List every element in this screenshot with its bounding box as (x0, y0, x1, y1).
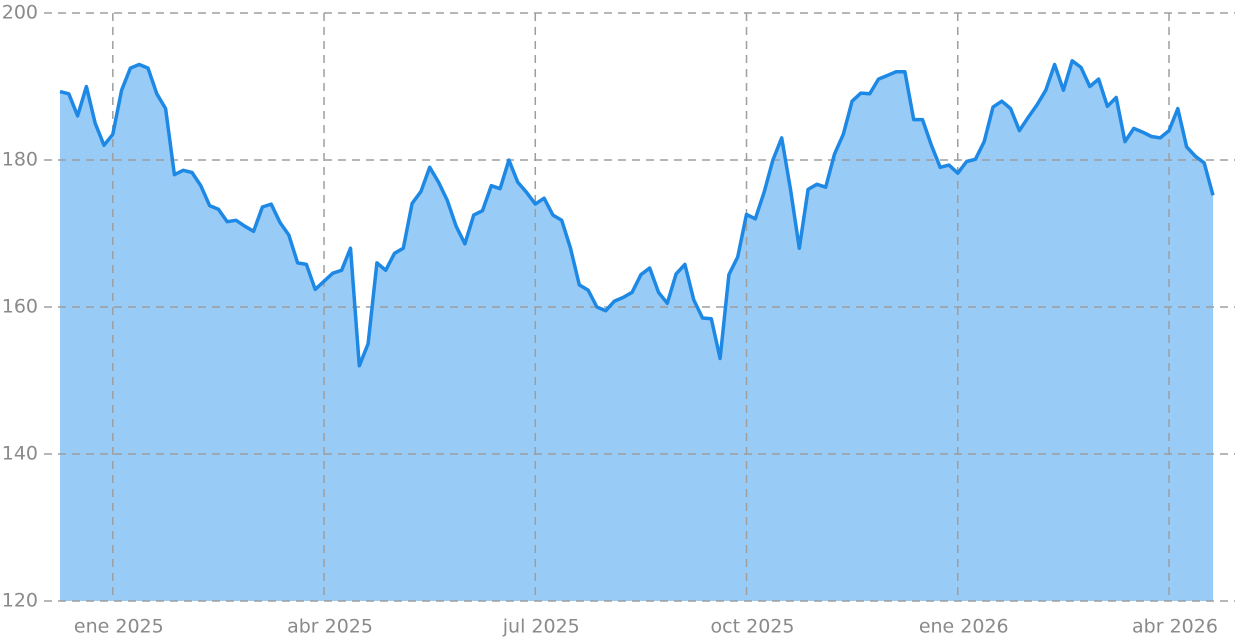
x-tick-label: ene 2026 (919, 616, 1009, 638)
x-tick-label: abr 2026 (1132, 616, 1218, 638)
x-tick-label: ene 2025 (74, 616, 164, 638)
price-line (59, 59, 1215, 368)
y-tick-label: 200 (2, 2, 38, 24)
y-tick-label: 140 (2, 443, 38, 465)
y-tick-label: 120 (2, 590, 38, 612)
y-tick-label: 160 (2, 296, 38, 318)
x-tick-label: abr 2025 (287, 616, 373, 638)
y-tick-label: 180 (2, 149, 38, 171)
area-fill (60, 60, 1213, 602)
x-tick-label: oct 2025 (711, 616, 795, 638)
x-tick-label: jul 2025 (502, 616, 580, 638)
